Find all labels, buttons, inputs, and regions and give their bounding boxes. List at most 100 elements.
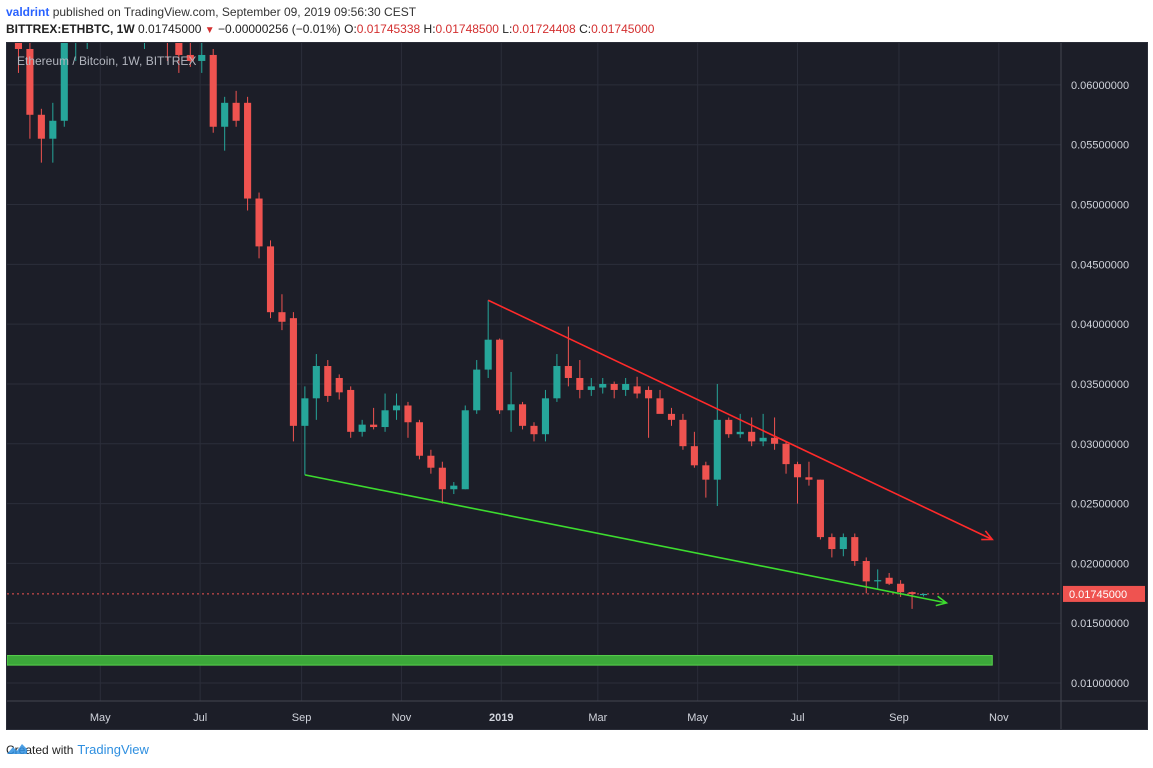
candle-body	[587, 386, 595, 390]
candle-body	[255, 198, 263, 247]
y-tick-label: 0.01000000	[1071, 678, 1129, 690]
candle-body	[484, 339, 492, 370]
candle-body	[805, 477, 813, 480]
candle-body	[381, 410, 389, 428]
candle-body	[771, 437, 779, 444]
candle-body	[324, 366, 332, 396]
candle-body	[289, 318, 297, 426]
candle-body	[725, 419, 733, 435]
candle-body	[782, 443, 790, 465]
candle-body	[736, 431, 744, 435]
close-value: 0.01745000	[591, 22, 655, 36]
open-label: O:	[344, 22, 357, 36]
tradingview-brand[interactable]: TradingView	[77, 742, 149, 757]
support-trendline-arrowhead	[935, 595, 949, 607]
candle-body	[828, 537, 836, 550]
candle-body	[507, 404, 515, 411]
support-zone	[7, 655, 993, 666]
candle-body	[358, 424, 366, 432]
candle-body	[60, 43, 68, 121]
candle-body	[885, 577, 893, 584]
candle-body	[702, 465, 710, 480]
y-tick-label: 0.02000000	[1071, 558, 1129, 570]
y-tick-label: 0.03500000	[1071, 379, 1129, 391]
publish-text: published on TradingView.com, September …	[52, 5, 417, 19]
candle-body	[278, 312, 286, 322]
candle-body	[541, 398, 550, 435]
candle-body	[679, 419, 687, 447]
candle-body	[496, 339, 504, 411]
symbol-info: BITTREX:ETHBTC, 1W 0.01745000 ▼ −0.00000…	[6, 22, 654, 36]
candle-body	[599, 383, 607, 388]
chart-title: Ethereum / Bitcoin, 1W, BITTREX	[17, 54, 196, 68]
candle-body	[209, 54, 217, 127]
support-trendline	[304, 474, 947, 604]
resistance-trendline	[487, 299, 993, 541]
candle-body	[266, 246, 275, 313]
candle-body	[633, 386, 641, 394]
chart-frame[interactable]: 0.06000000 0.05500000 0.05000000 0.04500000…	[6, 42, 1148, 730]
candle-body	[26, 48, 34, 115]
price-change: −0.00000256 (−0.01%)	[218, 22, 341, 36]
candle-body	[198, 54, 206, 61]
x-tick-label: Jul	[790, 712, 804, 724]
candle-body	[438, 467, 446, 490]
candle-body	[656, 398, 664, 414]
candle-body	[645, 389, 653, 399]
candle-body	[450, 485, 458, 490]
publish-info: valdrint published on TradingView.com, S…	[6, 5, 416, 19]
x-tick-label: May	[90, 712, 111, 724]
down-triangle-icon: ▼	[204, 25, 215, 36]
y-tick-label: 0.04000000	[1071, 319, 1129, 331]
candle-body	[335, 377, 343, 393]
candle-body	[186, 54, 194, 61]
candle-body	[748, 431, 756, 442]
y-tick-label: 0.04500000	[1071, 259, 1129, 271]
author-name[interactable]: valdrint	[6, 5, 50, 19]
candle-body	[518, 404, 527, 426]
y-tick-label: 0.03000000	[1071, 439, 1129, 451]
high-label: H:	[423, 22, 436, 36]
y-tick-label: 0.05500000	[1071, 140, 1129, 152]
candle-body	[347, 389, 355, 432]
candle-body	[427, 455, 435, 468]
candle-body	[530, 425, 538, 435]
y-tick-label: 0.01500000	[1071, 618, 1129, 630]
y-tick-label: 0.02500000	[1071, 499, 1129, 511]
x-tick-label: 2019	[489, 712, 513, 724]
candle-body	[221, 102, 229, 127]
candle-body	[713, 419, 721, 480]
candle-body	[14, 43, 23, 49]
tradingview-logo-icon	[7, 744, 27, 754]
candle-body	[874, 580, 882, 582]
candle-body	[232, 102, 240, 121]
high-value: 0.01748500	[435, 22, 499, 36]
candle-body	[576, 377, 584, 390]
last-price-tag	[1063, 585, 1145, 602]
x-tick-label: Mar	[588, 712, 607, 724]
low-label: L:	[502, 22, 513, 36]
x-tick-label: Sep	[889, 712, 909, 724]
x-tick-label: Nov	[989, 712, 1009, 724]
last-price-tag-label: 0.01745000	[1069, 589, 1127, 601]
candle-body	[816, 479, 824, 538]
close-label: C:	[579, 22, 592, 36]
plot-area[interactable]	[7, 43, 1061, 666]
x-tick-label: Nov	[392, 712, 412, 724]
candle-body	[564, 366, 572, 378]
candle-body	[862, 561, 870, 582]
candle-body	[244, 102, 252, 199]
y-tick-label: 0.06000000	[1071, 80, 1129, 92]
candle-body	[415, 422, 423, 456]
candle-body	[49, 120, 57, 139]
candle-body	[312, 366, 320, 399]
candle-body	[473, 369, 481, 411]
candle-body	[301, 398, 309, 426]
resistance-trendline-arrowhead	[981, 530, 994, 541]
candlestick-chart[interactable]: 0.06000000 0.05500000 0.05000000 0.04500000…	[7, 43, 1147, 729]
candle-body	[690, 446, 698, 466]
symbol-label: BITTREX:ETHBTC, 1W	[6, 22, 135, 36]
open-value: 0.01745338	[356, 22, 421, 36]
footer: Created with TradingView	[6, 742, 149, 757]
candle-body	[897, 583, 905, 593]
